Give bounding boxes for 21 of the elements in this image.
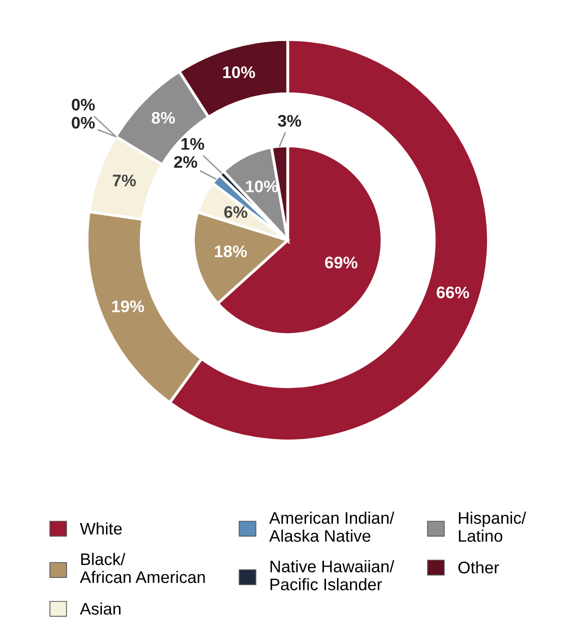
text: 0% bbox=[72, 116, 95, 129]
data-label: 3% bbox=[278, 114, 302, 127]
data-label: 10% bbox=[223, 66, 256, 78]
data-label: 1% bbox=[182, 138, 204, 150]
data-label: 19% bbox=[112, 300, 144, 312]
legend-label: Black/ African American bbox=[80, 552, 205, 584]
data-label: 69% bbox=[325, 256, 358, 268]
legend-label: Native Hawaiian/ Pacific Islander bbox=[270, 560, 394, 590]
data-label: 2% bbox=[174, 156, 198, 168]
legend-label: Hispanic/ Latino bbox=[458, 512, 526, 542]
data-label: 10% bbox=[246, 180, 278, 192]
data-label: 6% bbox=[224, 206, 248, 218]
data-label: 7% bbox=[112, 174, 136, 186]
legend-label: Other bbox=[458, 561, 499, 574]
legend-label: American Indian/ Alaska Native bbox=[269, 512, 394, 542]
data-label: 66% bbox=[436, 286, 470, 298]
text: 0% bbox=[72, 98, 95, 111]
data-label: 18% bbox=[214, 245, 247, 258]
legend-label: Asian bbox=[80, 602, 120, 615]
legend-label: White bbox=[80, 522, 122, 535]
data-label: 8% bbox=[152, 112, 175, 124]
